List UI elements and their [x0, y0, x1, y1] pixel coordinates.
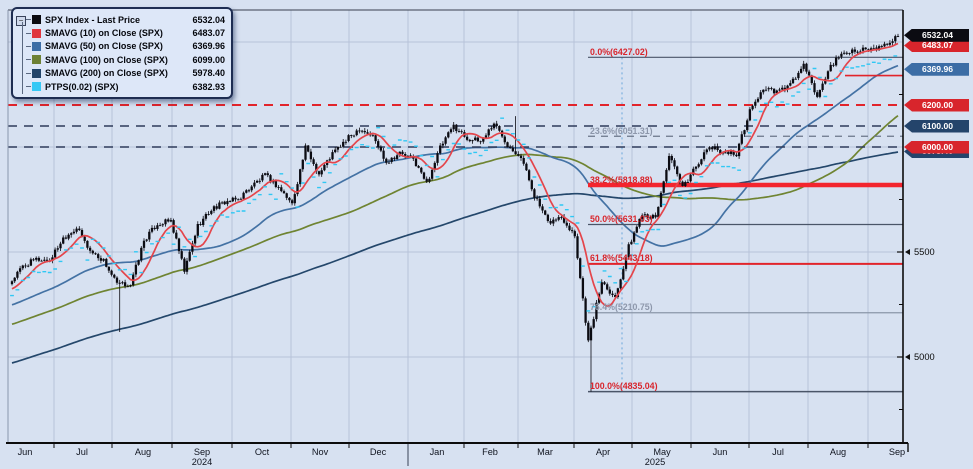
price-badge[interactable]: 6532.04 — [904, 28, 969, 42]
legend-color-swatch — [32, 15, 41, 25]
fib-level-label[interactable]: 0.0%(6427.02) — [590, 46, 648, 57]
year-label: 2025 — [644, 457, 666, 467]
legend-row[interactable]: SPX Index - Last Price 6532.04 — [26, 13, 225, 26]
legend-tree-stub — [26, 32, 31, 34]
candle-bodies — [10, 36, 900, 341]
legend-row[interactable]: PTPS(0.02) (SPX) 6382.93 — [26, 80, 225, 93]
fib-level-label[interactable]: 61.8%(5443.18) — [590, 253, 653, 264]
legend-panel[interactable]: − SPX Index - Last Price 6532.04 SMAVG (10… — [11, 7, 233, 100]
legend-row[interactable]: SMAVG (50) on Close (SPX) 6369.96 — [26, 40, 225, 53]
fib-level-label[interactable]: 38.2%(5818.88) — [590, 174, 653, 185]
price-badge[interactable]: 6000.00 — [904, 140, 969, 154]
price-badge[interactable]: 6200.00 — [904, 98, 969, 112]
legend-series-label: SPX Index - Last Price — [45, 14, 141, 25]
legend-series-value: 6382.93 — [192, 81, 225, 92]
price-badge[interactable]: 6369.96 — [904, 62, 969, 76]
tick-arrow-icon — [905, 249, 910, 255]
legend-color-swatch — [32, 82, 41, 92]
grid-lines — [8, 10, 903, 443]
legend-series-label: SMAVG (200) on Close (SPX) — [45, 68, 168, 79]
legend-row[interactable]: SMAVG (200) on Close (SPX) 5978.40 — [26, 67, 225, 80]
legend-series-value: 5978.40 — [192, 68, 225, 79]
legend-tree-stub — [26, 72, 31, 74]
legend-row[interactable]: SMAVG (10) on Close (SPX) 6483.07 — [26, 26, 225, 39]
month-label: Jul — [772, 447, 784, 457]
sma-50-line — [11, 64, 899, 306]
month-label: Jul — [76, 447, 88, 457]
legend-series-label: SMAVG (100) on Close (SPX) — [45, 54, 168, 65]
legend-row[interactable]: SMAVG (100) on Close (SPX) 6099.00 — [26, 53, 225, 66]
legend-tree-stub — [26, 59, 31, 61]
sma-10-line — [11, 42, 899, 307]
month-label: Oct — [254, 447, 270, 457]
month-label: Nov — [311, 447, 329, 457]
legend-series-label: PTPS(0.02) (SPX) — [45, 81, 119, 92]
tick-arrow-icon — [905, 354, 910, 360]
month-label: Aug — [134, 447, 152, 457]
month-label: Dec — [369, 447, 387, 457]
legend-color-swatch — [32, 68, 41, 78]
month-label: May — [653, 447, 671, 457]
legend-series-label: SMAVG (10) on Close (SPX) — [45, 28, 163, 39]
year-label: 2024 — [191, 457, 213, 467]
price-badge[interactable]: 6483.07 — [904, 39, 969, 53]
legend-tree-stub — [26, 86, 31, 88]
legend-color-swatch — [32, 55, 41, 65]
price-badge[interactable]: 6100.00 — [904, 119, 969, 133]
fib-level-label[interactable]: 23.6%(6051.31) — [590, 125, 653, 136]
month-label: Apr — [595, 447, 611, 457]
legend-collapse-icon[interactable]: − — [16, 16, 26, 26]
legend-tree-line — [22, 22, 23, 95]
legend-color-swatch — [32, 41, 41, 51]
legend-color-swatch — [32, 28, 41, 38]
legend-series-value: 6369.96 — [192, 41, 225, 52]
fib-retracement-lines[interactable] — [588, 56, 903, 393]
ptps-dots — [10, 55, 898, 312]
legend-series-value: 6483.07 — [192, 28, 225, 39]
legend-tree-stub — [26, 19, 31, 21]
legend-series-value: 6099.00 — [192, 54, 225, 65]
sma-100-line — [11, 115, 899, 326]
month-label: Aug — [829, 447, 847, 457]
legend-series-label: SMAVG (50) on Close (SPX) — [45, 41, 163, 52]
price-tick-label: 5000 — [914, 351, 935, 362]
month-label: Jun — [712, 447, 728, 457]
legend-tree-stub — [26, 45, 31, 47]
month-label: Sep — [193, 447, 211, 457]
month-label: Sep — [888, 447, 906, 457]
legend-series-value: 6532.04 — [192, 14, 225, 25]
month-label: Feb — [482, 447, 498, 457]
fib-level-label[interactable]: 50.0%(5631.03) — [590, 213, 653, 224]
fib-level-label[interactable]: 76.4%(5210.75) — [590, 302, 653, 313]
plot-frame — [6, 9, 909, 466]
horizontal-alert-lines[interactable] — [8, 74, 903, 148]
month-label: Jun — [17, 447, 33, 457]
month-label: Jan — [429, 447, 445, 457]
month-label: Mar — [537, 447, 553, 457]
price-tick-label: 5500 — [914, 246, 935, 257]
fib-level-label[interactable]: 100.0%(4835.04) — [590, 381, 658, 392]
